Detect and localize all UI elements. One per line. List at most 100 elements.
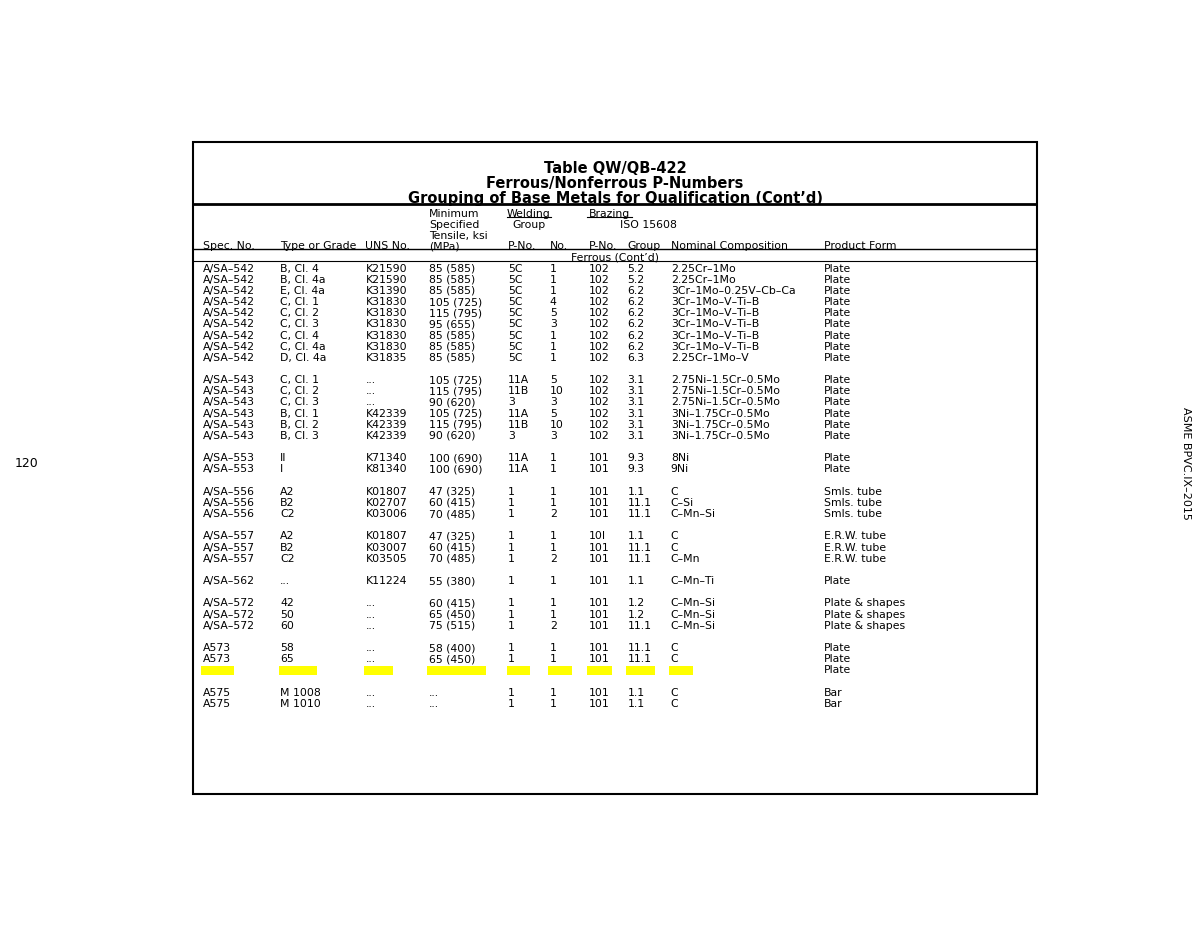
Text: E.R.W. tube: E.R.W. tube <box>824 542 887 552</box>
Text: C: C <box>671 531 678 541</box>
Text: A/SA–572: A/SA–572 <box>203 610 254 619</box>
Text: 1: 1 <box>508 643 515 654</box>
Text: 1: 1 <box>550 331 557 340</box>
Text: 1: 1 <box>550 498 557 508</box>
Text: 10I: 10I <box>589 531 606 541</box>
Text: Group: Group <box>628 241 661 251</box>
Text: 3Ni–1.75Cr–0.5Mo: 3Ni–1.75Cr–0.5Mo <box>671 420 769 430</box>
Text: K03006: K03006 <box>366 509 407 519</box>
Text: 1: 1 <box>550 453 557 464</box>
Text: 120: 120 <box>14 457 38 470</box>
Text: A/SA–542: A/SA–542 <box>203 308 254 318</box>
Text: 102: 102 <box>589 286 610 296</box>
Text: K21590: K21590 <box>366 263 407 273</box>
Text: B, Cl. 4a: B, Cl. 4a <box>281 274 325 285</box>
Text: Grouping of Base Metals for Qualification (Cont’d): Grouping of Base Metals for Qualificatio… <box>408 191 822 206</box>
Text: 3Ni–1.75Cr–0.5Mo: 3Ni–1.75Cr–0.5Mo <box>671 431 769 441</box>
Text: Plate: Plate <box>824 643 852 654</box>
Text: 65 (450): 65 (450) <box>430 654 475 665</box>
Text: 1: 1 <box>508 599 515 608</box>
Text: 1: 1 <box>550 464 557 475</box>
Text: 102: 102 <box>589 297 610 307</box>
Text: C: C <box>671 542 678 552</box>
Text: A/SA–557: A/SA–557 <box>203 553 254 564</box>
Bar <box>587 666 612 675</box>
Text: ...: ... <box>281 577 290 586</box>
Text: 3Cr–1Mo–0.25V–Cb–Ca: 3Cr–1Mo–0.25V–Cb–Ca <box>671 286 796 296</box>
Text: 101: 101 <box>589 577 610 586</box>
Text: 1: 1 <box>550 263 557 273</box>
Text: C: C <box>671 487 678 497</box>
Text: 100 (690): 100 (690) <box>430 464 482 475</box>
Text: 102: 102 <box>589 263 610 273</box>
Text: Plate & shapes: Plate & shapes <box>824 599 905 608</box>
Text: 11B: 11B <box>508 420 529 430</box>
Text: 58 (400): 58 (400) <box>430 643 475 654</box>
Text: 11B: 11B <box>508 387 529 397</box>
Text: M 1010: M 1010 <box>281 699 320 709</box>
Text: Smls. tube: Smls. tube <box>824 498 882 508</box>
Text: 10: 10 <box>550 420 564 430</box>
Text: C, Cl. 4: C, Cl. 4 <box>281 331 319 340</box>
Text: 5C: 5C <box>508 274 522 285</box>
Text: A/SA–542: A/SA–542 <box>203 297 254 307</box>
Text: Welding: Welding <box>508 209 551 219</box>
Text: K02707: K02707 <box>366 498 407 508</box>
Text: 42: 42 <box>281 599 294 608</box>
Text: 102: 102 <box>589 387 610 397</box>
Text: 1: 1 <box>550 542 557 552</box>
Text: ...: ... <box>366 375 376 385</box>
Text: A2: A2 <box>281 487 294 497</box>
Text: K11224: K11224 <box>366 577 407 586</box>
Text: K31830: K31830 <box>366 342 407 351</box>
Text: Plate: Plate <box>824 331 852 340</box>
Text: 3: 3 <box>550 431 557 441</box>
Text: 5C: 5C <box>508 353 522 362</box>
Text: 3: 3 <box>508 398 515 408</box>
Text: 8Ni: 8Ni <box>671 453 689 464</box>
Text: Plate: Plate <box>824 453 852 464</box>
Text: Plate: Plate <box>824 375 852 385</box>
Text: A/SA–543: A/SA–543 <box>203 398 254 408</box>
Text: 11.1: 11.1 <box>628 553 652 564</box>
Text: K21590: K21590 <box>366 274 407 285</box>
Text: 90 (620): 90 (620) <box>430 431 475 441</box>
Bar <box>427 666 486 675</box>
Text: C, Cl. 1: C, Cl. 1 <box>281 375 319 385</box>
Text: 11.1: 11.1 <box>628 654 652 665</box>
Text: Plate: Plate <box>824 319 852 329</box>
Text: 11.1: 11.1 <box>628 509 652 519</box>
Text: 58: 58 <box>281 643 294 654</box>
Text: 1: 1 <box>508 487 515 497</box>
Text: 60 (415): 60 (415) <box>430 498 475 508</box>
Text: A/SA–556: A/SA–556 <box>203 498 254 508</box>
Text: 2.75Ni–1.5Cr–0.5Mo: 2.75Ni–1.5Cr–0.5Mo <box>671 398 780 408</box>
Text: Plate: Plate <box>824 342 852 351</box>
Text: ...: ... <box>366 387 376 397</box>
Text: 1: 1 <box>550 699 557 709</box>
Text: Table QW/QB-422: Table QW/QB-422 <box>544 161 686 176</box>
Text: Plate: Plate <box>824 577 852 586</box>
Text: 5C: 5C <box>508 308 522 318</box>
Text: A/SA–542: A/SA–542 <box>203 319 254 329</box>
Text: C–Mn–Si: C–Mn–Si <box>671 621 716 630</box>
Text: C, Cl. 1: C, Cl. 1 <box>281 297 319 307</box>
Text: K03505: K03505 <box>366 553 407 564</box>
Text: 101: 101 <box>589 610 610 619</box>
Text: C2: C2 <box>281 553 295 564</box>
Text: 1.1: 1.1 <box>628 487 644 497</box>
Text: A/SA–543: A/SA–543 <box>203 431 254 441</box>
Text: II: II <box>281 453 287 464</box>
Text: 85 (585): 85 (585) <box>430 286 475 296</box>
Text: Plate & shapes: Plate & shapes <box>824 621 905 630</box>
Text: ...: ... <box>430 688 439 698</box>
Text: 10: 10 <box>550 387 564 397</box>
Text: A575: A575 <box>203 699 230 709</box>
Text: K42339: K42339 <box>366 409 407 419</box>
Text: 1: 1 <box>550 531 557 541</box>
Text: Plate: Plate <box>824 431 852 441</box>
Text: 101: 101 <box>589 553 610 564</box>
Text: 3.1: 3.1 <box>628 431 644 441</box>
Text: Plate: Plate <box>824 654 852 665</box>
Text: 3.1: 3.1 <box>628 387 644 397</box>
